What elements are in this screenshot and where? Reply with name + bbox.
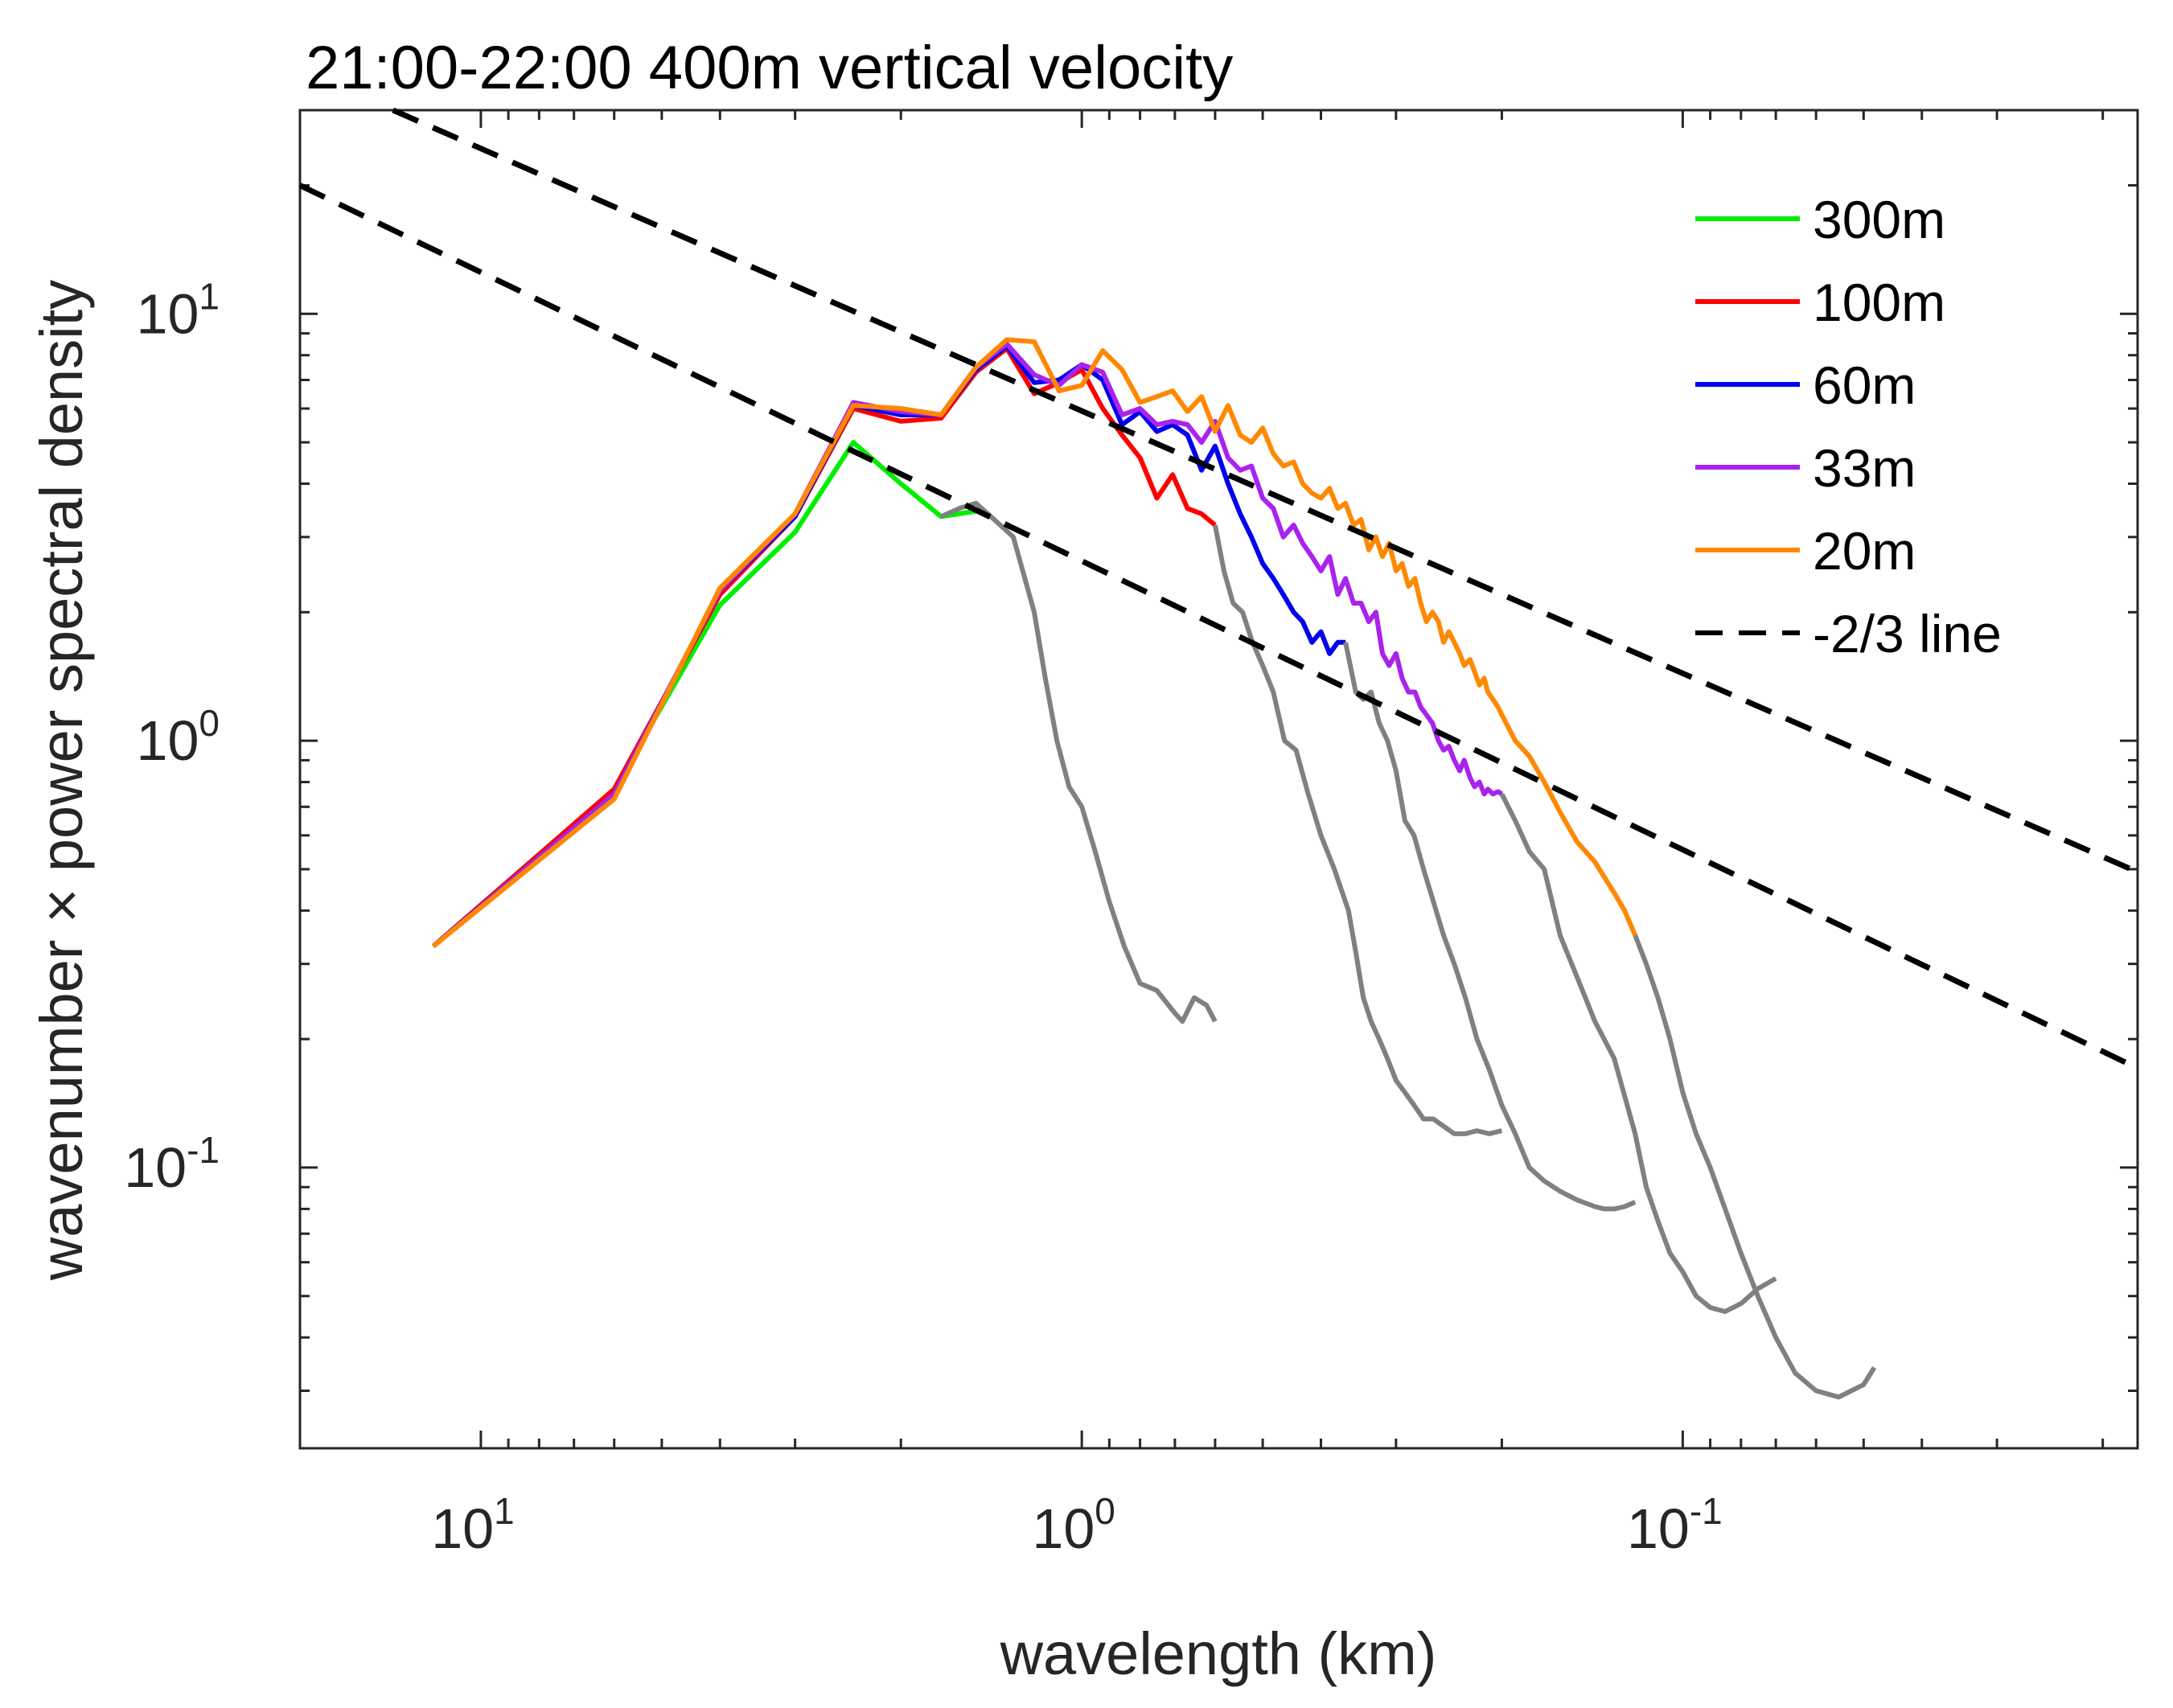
series-layer [298,107,2139,1400]
axis-tick-labels: 101 100 10-1 10-1 100 101 [124,275,1723,1560]
axis-ticks [298,109,2138,1448]
y-axis-label: wavenumber × power spectral density [28,280,95,1281]
legend: 300m 100m 60m 33m 20m -2/3 line [1695,190,2002,663]
legend-label: -2/3 line [1813,604,2002,663]
x-axis-label: wavelength (km) [1000,1620,1437,1687]
x-tick-label: 101 [431,1490,514,1560]
y-tick-label: 100 [137,702,220,772]
series-line-100m-gray-tail [1212,524,1503,1136]
legend-label: 100m [1813,273,1945,332]
legend-label: 300m [1813,190,1945,249]
series-line-20m-gray-tail [1633,934,1877,1400]
legend-label: 33m [1813,438,1916,498]
series-line-60m-gray-tail [1343,642,1637,1212]
plot-area [298,109,2139,1450]
series-line-300m-gray-tail [940,500,1218,1024]
series-line--2-3-line [298,183,2139,1071]
y-tick-label: 10-1 [124,1129,220,1199]
series-line--2-3-line-upper- [392,107,2139,875]
legend-label: 20m [1813,521,1916,581]
x-tick-label: 100 [1032,1490,1115,1560]
series-line-20m [431,337,1637,949]
chart-title: 21:00-22:00 400m vertical velocity [306,34,1233,102]
x-tick-label: 10-1 [1627,1490,1723,1560]
legend-label: 60m [1813,355,1916,415]
plot-frame [298,109,2139,1450]
y-tick-label: 101 [137,275,220,345]
series-line-33m-gray-tail [1499,793,1777,1314]
